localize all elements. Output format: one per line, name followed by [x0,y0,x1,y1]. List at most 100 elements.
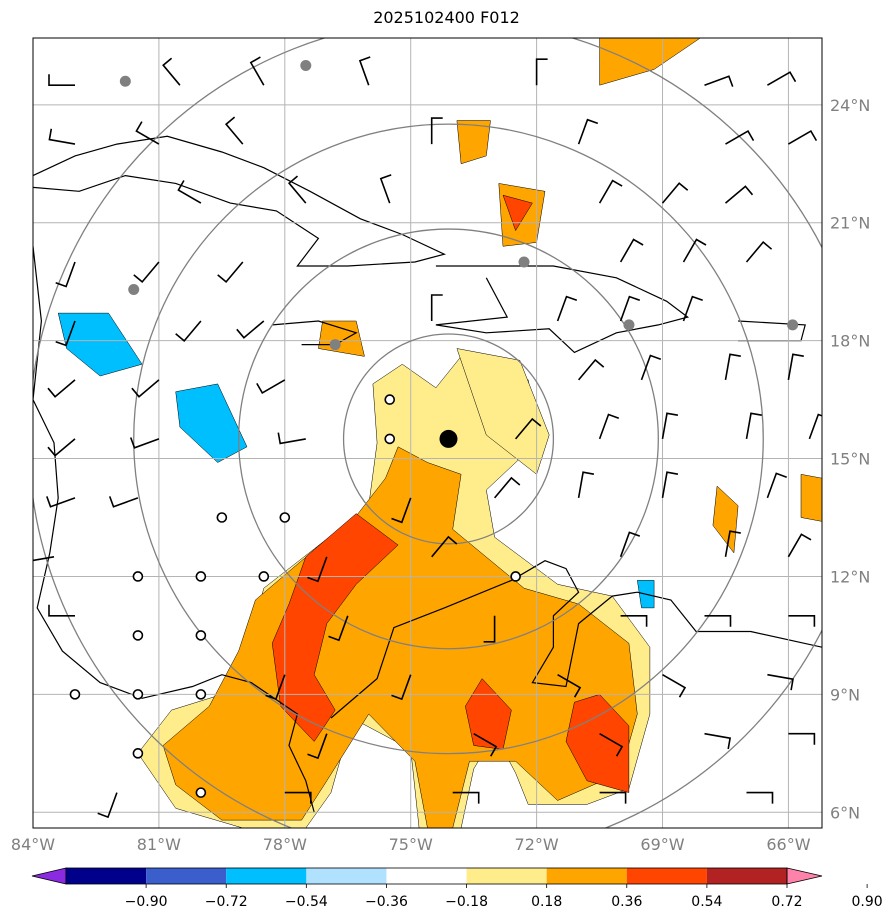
x-tick-label: 84°W [11,835,55,854]
contour-region-positive-main-core [162,446,638,828]
wind-barb [808,413,822,440]
y-tick-label: 12°N [830,567,870,586]
wind-barb [249,56,265,86]
wind-barb [535,58,548,86]
wind-barb [661,471,679,499]
coastline-hispaniola [435,265,690,354]
wind-barb [619,531,641,558]
wind-barb [391,497,412,524]
wind-barb [131,379,160,398]
filled-contours [57,38,822,828]
reference-point [623,319,635,331]
reference-point [518,256,530,268]
wind-barb [682,238,707,263]
wind-barb [788,732,816,745]
colorbar-segment [226,868,307,884]
calm-wind-circle [132,630,144,641]
colorbar-tick-label: 0.72 [771,894,802,910]
wind-barb [662,674,687,698]
y-axis-labels: 6°N 9°N 12°N 15°N 18°N 21°N 24°N [830,96,870,822]
wind-barb [431,535,458,558]
colorbar-tick-label: −0.36 [365,894,408,910]
range-rings [33,38,822,828]
wind-barb [391,674,412,701]
wind-barb [788,615,816,627]
wind-barb [97,792,118,819]
wind-barb [307,733,328,760]
colorbar-segment [306,868,387,884]
wind-barb [767,71,797,86]
colorbar-extend-high [786,867,823,885]
contour-region-positive-east-coast [800,473,822,522]
wind-barb [284,791,312,804]
colorbar-segment [626,868,707,884]
wind-barb [724,353,741,381]
wind-barb [55,320,76,347]
y-tick-label: 18°N [830,332,870,351]
colorbar-tick-label: −0.54 [285,894,328,910]
wind-barb [640,354,662,381]
colorbar-tick-label: 0.18 [531,894,562,910]
x-axis-labels: 84°W 81°W 78°W 75°W 72°W 69°W 66°W [11,835,811,854]
calm-wind-circle [510,571,521,582]
wind-barb [598,413,620,440]
wind-barb [236,320,265,339]
colorbar: −0.90 −0.72 −0.54 −0.36 −0.18 0.18 0.36 0.54 0.7… [31,867,883,910]
calm-wind-circle [195,571,207,582]
wind-barb [724,530,741,557]
wind-barb [598,179,623,204]
wind-barb [704,732,732,750]
wind-barb [661,182,689,204]
y-tick-label: 21°N [830,214,870,233]
wind-barb [704,615,732,627]
markers [69,60,799,798]
wind-barb [175,320,202,343]
colorbar-segment [706,868,787,884]
wind-barb [483,615,496,643]
colorbar-tick-label: −0.18 [445,894,488,910]
wind-barb [277,432,306,445]
wind-barb [379,174,392,204]
wind-barb [724,185,754,204]
wind-barb [452,791,480,804]
x-tick-label: 81°W [137,835,181,854]
wind-barb [47,438,76,457]
wind-barb [599,733,624,757]
calm-wind-circle [195,787,207,798]
x-tick-label: 75°W [389,835,433,854]
wind-barb [493,476,521,499]
y-tick-label: 15°N [830,450,870,469]
coastline-jamaica [272,320,358,346]
calm-wind-circle [279,512,291,523]
range-ring [237,228,659,650]
coastlines [33,135,822,813]
wind-barb [177,180,202,204]
contour-region-positive-arm-ne-edge [456,348,550,475]
colorbar-frame [65,867,788,885]
contour-region-positive-venezuela-east [712,485,739,554]
wind-barb [55,261,76,288]
wind-barb [766,472,787,499]
wind-barb [48,128,76,145]
wind-barb [430,117,443,145]
wind-barb [661,412,679,440]
contour-region-positive-cuba-south [318,320,365,357]
wind-barbs [33,56,822,819]
coastline-cuba [33,135,447,267]
reference-point [787,319,799,331]
wind-barb [599,791,627,804]
wind-barb [787,353,804,381]
contour-region-positive-core-east [565,694,630,793]
wind-barb [473,733,498,757]
y-tick-label: 6°N [830,803,860,822]
x-tick-label: 78°W [263,835,307,854]
coastline-south-america [330,560,822,719]
y-tick-label: 9°N [830,685,860,704]
colorbar-extend-low [31,867,67,885]
calm-wind-circle [384,394,396,405]
colorbar-segment [466,868,547,884]
wind-barb [217,261,244,284]
wind-barb [256,379,286,394]
wind-barb [48,74,75,86]
